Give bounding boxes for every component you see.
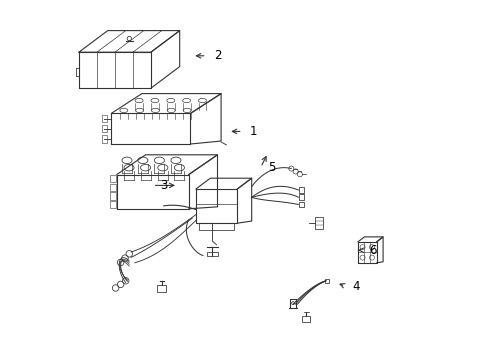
Bar [157,285,166,292]
Text: 2: 2 [213,49,221,62]
Bar [110,201,115,208]
Text: 4: 4 [352,280,359,293]
Text: 6: 6 [368,244,375,257]
Text: 5: 5 [267,161,275,174]
Text: 3: 3 [160,179,167,192]
Bar [102,135,106,143]
Bar [298,194,303,200]
Bar [110,175,115,183]
Bar [102,125,106,132]
Bar [110,184,115,191]
Bar [298,202,303,207]
Bar [325,279,328,283]
Bar [102,115,106,122]
Bar [110,192,115,199]
Bar [206,252,218,256]
Bar [298,187,303,193]
Text: 1: 1 [249,125,257,138]
Bar [302,316,309,322]
Bar [314,217,322,229]
